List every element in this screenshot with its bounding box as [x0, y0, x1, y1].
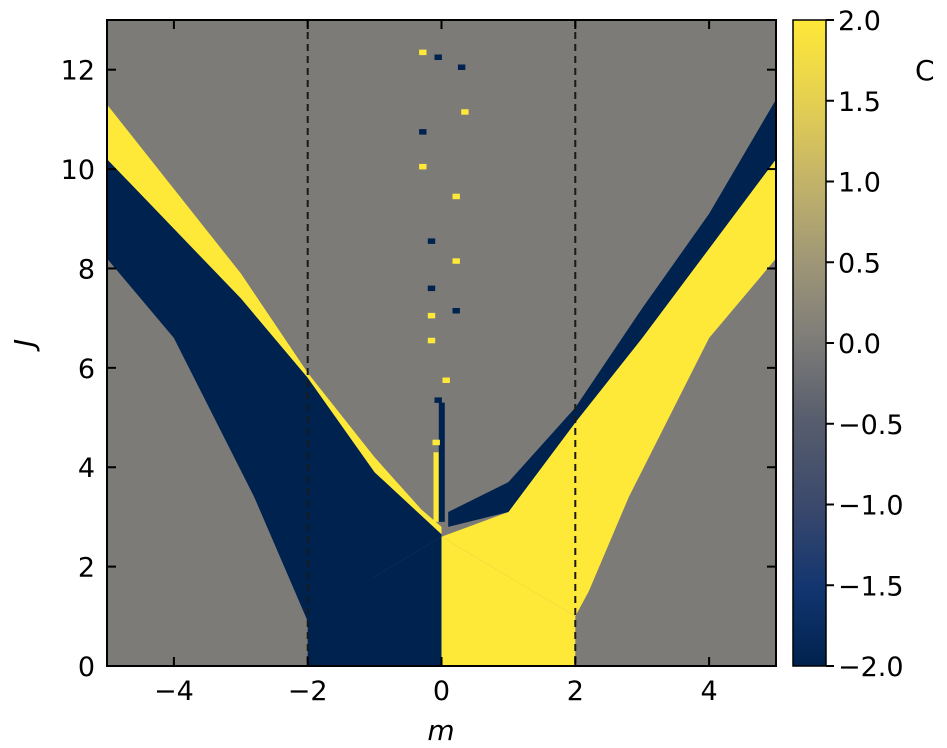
isolated-pixel: [461, 109, 469, 115]
isolated-pixel: [434, 397, 442, 403]
isolated-pixel: [457, 64, 466, 70]
y-tick-label: 8: [78, 254, 95, 285]
x-axis-label: m: [427, 714, 454, 747]
plot-area: [106, 19, 777, 667]
isolated-pixel: [419, 49, 427, 56]
x-axis-ticks: −4 −2 0 2 4: [154, 20, 718, 707]
region-center-spike-yellow: [433, 452, 439, 522]
y-tick-label: 12: [61, 56, 95, 87]
colorbar: 2.0 1.5 1.0 0.5 0.0 −0.5 −1.0 −1.5 −2.0 C: [792, 6, 935, 683]
isolated-pixel: [434, 54, 442, 60]
colorbar-tick-label: −2.0: [838, 652, 904, 683]
isolated-pixel: [427, 312, 436, 319]
phase-regions: [107, 49, 776, 666]
isolated-pixel: [427, 285, 436, 292]
y-tick-label: 6: [78, 354, 95, 385]
isolated-pixel: [452, 308, 460, 314]
region-center-positive: [441, 536, 576, 666]
isolated-pixel: [442, 377, 450, 383]
region-right-lower-band: [441, 159, 776, 617]
x-tick-label: −2: [288, 676, 328, 707]
colorbar-gradient: [792, 19, 827, 667]
colorbar-tick-label: −1.0: [838, 491, 904, 522]
isolated-pixel: [452, 258, 460, 264]
colorbar-tick-label: 0.0: [838, 329, 881, 360]
y-tick-label: 2: [78, 553, 95, 584]
colorbar-label: C: [915, 54, 935, 87]
colorbar-ticks: 2.0 1.5 1.0 0.5 0.0 −0.5 −1.0 −1.5 −2.0: [826, 6, 904, 683]
isolated-pixel: [452, 193, 460, 200]
x-tick-label: 4: [701, 676, 718, 707]
colorbar-tick-label: −1.5: [838, 571, 904, 602]
y-axis-ticks: 0 2 4 6 8 10 12: [61, 56, 776, 683]
colorbar-tick-label: 1.5: [838, 87, 881, 118]
isolated-pixel: [419, 163, 427, 170]
x-tick-label: −4: [154, 676, 194, 707]
isolated-pixel: [419, 129, 427, 135]
y-tick-label: 0: [78, 652, 95, 683]
x-tick-label: 0: [433, 676, 450, 707]
y-axis-label: J: [8, 339, 41, 352]
colorbar-tick-label: 0.5: [838, 248, 881, 279]
region-left-lower-band: [107, 159, 442, 622]
y-tick-label: 10: [61, 155, 95, 186]
region-center-spike-dark: [438, 402, 445, 522]
colorbar-tick-label: 1.0: [838, 168, 881, 199]
isolated-pixel: [427, 238, 436, 244]
isolated-pixel: [427, 337, 436, 344]
y-tick-label: 4: [78, 453, 95, 484]
colorbar-tick-label: −0.5: [838, 410, 904, 441]
region-left-upper-band: [107, 104, 442, 535]
x-tick-label: 2: [567, 676, 584, 707]
colorbar-tick-label: 2.0: [838, 6, 881, 37]
region-center-negative: [307, 536, 442, 666]
isolated-pixel: [432, 439, 440, 446]
